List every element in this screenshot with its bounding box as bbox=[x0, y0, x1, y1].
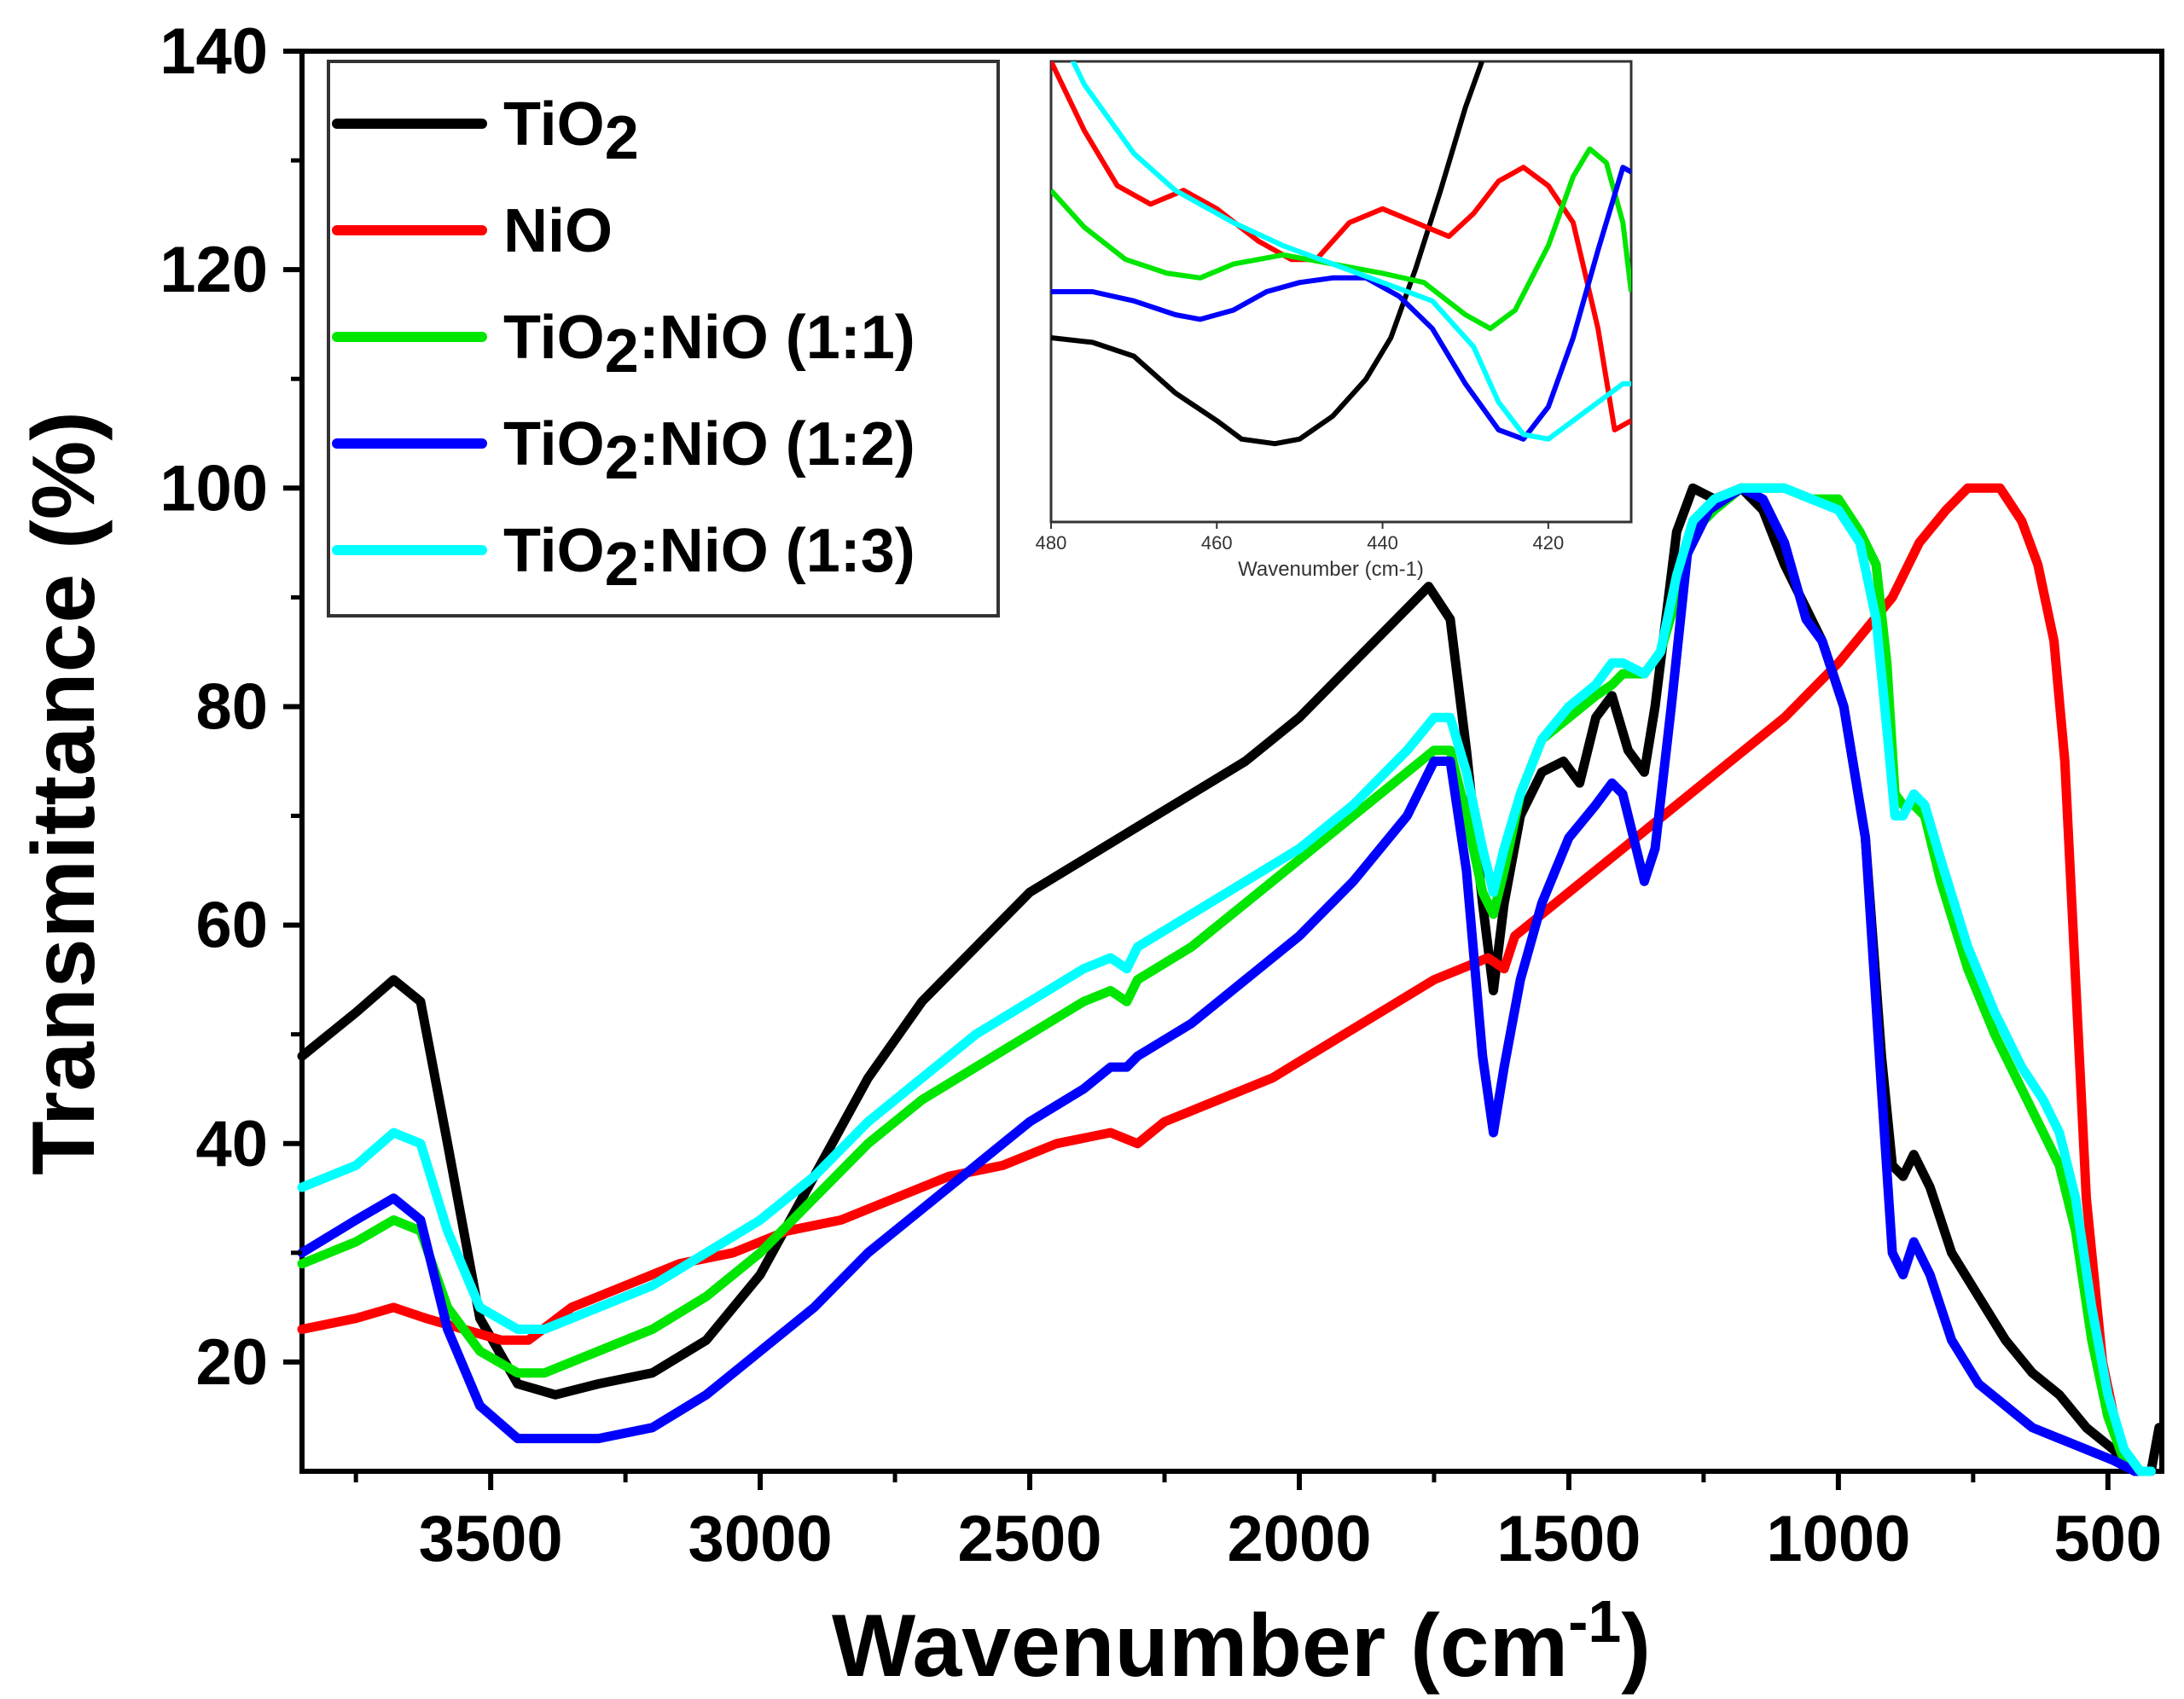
y-tick-label-140: 140 bbox=[160, 15, 268, 88]
legend: TiO2 NiO TiO2:NiO (1:1) TiO2:NiO (1:2) TiO2:… bbox=[327, 60, 1000, 618]
inset-x-tick-label-420: 420 bbox=[1532, 532, 1564, 554]
x-tick-label-2000: 2000 bbox=[1227, 1503, 1371, 1575]
inset-x-axis-title: Wavenumber (cm-1) bbox=[1238, 558, 1424, 581]
series-line-tio2-nio-1-2 bbox=[297, 483, 2156, 1476]
main-series-group bbox=[297, 483, 2164, 1476]
inset-series-group bbox=[1051, 61, 1631, 447]
x-axis-title-close: ) bbox=[1621, 1597, 1651, 1696]
series-line-tio2 bbox=[297, 483, 2164, 1476]
inset-x-tick-label-440: 440 bbox=[1367, 532, 1398, 554]
y-axis-title: Transmittance (%) bbox=[15, 411, 113, 1175]
inset-x-tick-label-480: 480 bbox=[1036, 532, 1067, 554]
x-axis-title-sup: -1 bbox=[1568, 1588, 1621, 1655]
inset-series-line-tio2-nio-1-2 bbox=[1051, 165, 1631, 442]
series-line-nio bbox=[297, 483, 2156, 1476]
x-axis-title-main: Wavenumber (cm bbox=[832, 1597, 1568, 1696]
y-tick-label-20: 20 bbox=[195, 1326, 268, 1399]
x-tick-label-500: 500 bbox=[2053, 1503, 2162, 1575]
inset-plot: 480 460 440 420 Wavenumber (cm-1) bbox=[1036, 60, 1633, 581]
x-axis-title: Wavenumber (cm-1) bbox=[832, 1588, 1651, 1696]
x-tick-label-1000: 1000 bbox=[1766, 1503, 1910, 1575]
inset-x-tick-label-460: 460 bbox=[1201, 532, 1233, 554]
inset-series-line-tio2-nio-1-3 bbox=[1070, 61, 1631, 442]
legend-label-tio2-nio-1-3: TiO2:NiO (1:3) bbox=[503, 517, 915, 599]
inset-series-line-nio bbox=[1051, 61, 1631, 432]
legend-label-nio: NiO bbox=[503, 197, 613, 265]
x-axis-ticks: 3500 3000 2500 2000 1500 1000 500 bbox=[419, 1471, 2162, 1575]
inset-series-line-tio2-nio-1-1 bbox=[1051, 146, 1631, 332]
legend-label-tio2: TiO2 bbox=[503, 90, 639, 172]
y-tick-label-120: 120 bbox=[160, 234, 268, 306]
x-tick-label-3500: 3500 bbox=[419, 1503, 563, 1575]
x-axis-minor-ticks bbox=[353, 1471, 1976, 1482]
legend-label-tio2-nio-1-2: TiO2:NiO (1:2) bbox=[503, 410, 915, 492]
legend-label-tio2-nio-1-1: TiO2:NiO (1:1) bbox=[503, 304, 915, 386]
x-tick-label-3000: 3000 bbox=[688, 1503, 833, 1575]
y-tick-label-60: 60 bbox=[195, 890, 268, 962]
x-tick-label-1500: 1500 bbox=[1496, 1503, 1641, 1575]
y-axis-ticks: 20 40 60 80 100 120 140 bbox=[160, 15, 302, 1399]
inset-series-line-tio2 bbox=[1051, 61, 1484, 447]
series-line-tio2-nio-1-3 bbox=[297, 483, 2156, 1476]
y-tick-label-40: 40 bbox=[195, 1108, 268, 1180]
inset-x-axis-ticks: 480 460 440 420 bbox=[1036, 522, 1564, 554]
y-tick-label-80: 80 bbox=[195, 670, 268, 743]
y-tick-label-100: 100 bbox=[160, 452, 268, 525]
x-tick-label-2500: 2500 bbox=[958, 1503, 1102, 1575]
